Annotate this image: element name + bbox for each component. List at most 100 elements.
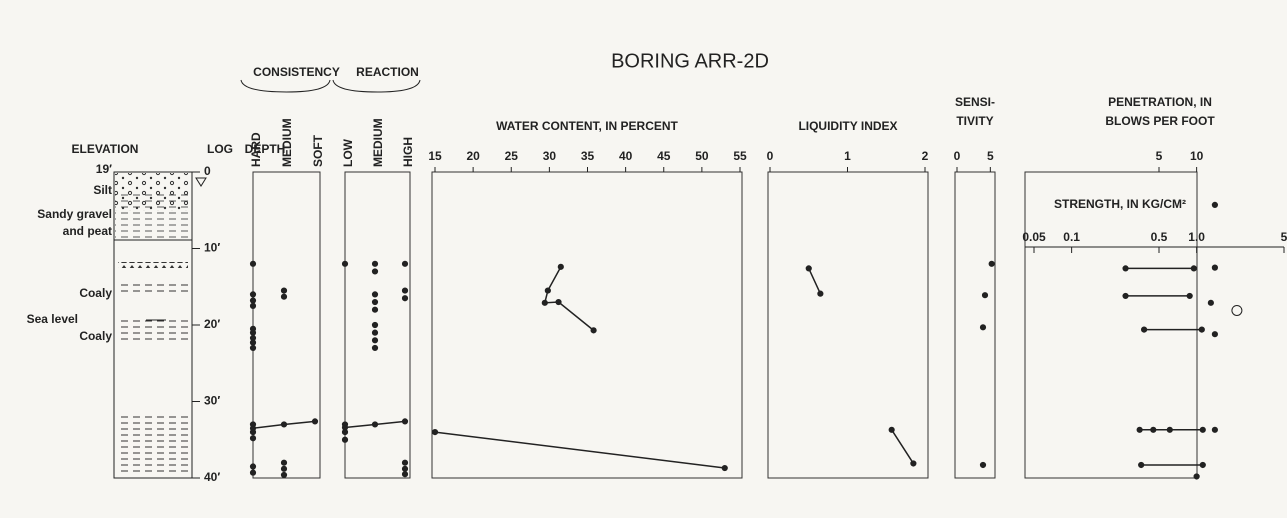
- panel-title: SENSI-: [955, 95, 995, 109]
- x-tick-label: 1: [844, 149, 851, 163]
- category-label: HIGH: [401, 137, 415, 167]
- data-point: [250, 298, 255, 303]
- elevation-label: Coaly: [79, 286, 112, 300]
- elevation-label: Silt: [93, 183, 112, 197]
- x-tick-label: 20: [466, 149, 480, 163]
- data-point: [372, 338, 377, 343]
- data-point: [1123, 293, 1128, 298]
- coaly-layer: [118, 282, 188, 296]
- data-point: [402, 472, 407, 477]
- data-point: [1212, 427, 1217, 432]
- x-tick-label: 5: [1156, 149, 1163, 163]
- elevation-label: 19′: [96, 162, 112, 176]
- data-point: [372, 422, 377, 427]
- x-tick-label: 50: [695, 149, 709, 163]
- data-point: [545, 288, 550, 293]
- data-point: [1191, 266, 1196, 271]
- x2-tick-label: 5: [1281, 230, 1287, 244]
- data-point: [889, 427, 894, 432]
- data-point: [980, 462, 985, 467]
- depth-label: 40′: [204, 470, 220, 484]
- data-point: [402, 261, 407, 266]
- data-point: [402, 460, 407, 465]
- elevation-label: Coaly: [79, 329, 112, 343]
- data-point: [372, 307, 377, 312]
- triangle-layer: [118, 262, 188, 268]
- data-point: [250, 303, 255, 308]
- data-point: [1139, 462, 1144, 467]
- data-point: [281, 422, 286, 427]
- circle-point: [1232, 305, 1242, 315]
- data-point: [1212, 202, 1217, 207]
- x2-tick-label: 0.1: [1063, 230, 1080, 244]
- data-point: [402, 466, 407, 471]
- data-point: [432, 430, 437, 435]
- data-point: [1187, 293, 1192, 298]
- data-point: [1194, 474, 1199, 479]
- water-table: [196, 178, 206, 186]
- data-point: [342, 261, 347, 266]
- data-point: [281, 466, 286, 471]
- category-label: MEDIUM: [280, 118, 294, 167]
- x-tick-label: 30: [543, 149, 557, 163]
- panel-frame: [253, 172, 320, 478]
- silt-layer: [118, 412, 188, 476]
- data-point: [402, 419, 407, 424]
- x2-tick-label: 0.5: [1151, 230, 1168, 244]
- x-tick-label: 2: [922, 149, 929, 163]
- data-point: [1137, 427, 1142, 432]
- coaly-layer: [118, 320, 188, 340]
- x-tick-label: 35: [581, 149, 595, 163]
- data-point: [250, 464, 255, 469]
- depth-label: 20′: [204, 317, 220, 331]
- x-tick-label: 25: [505, 149, 519, 163]
- data-point: [250, 436, 255, 441]
- x-tick-label: 10: [1190, 149, 1204, 163]
- data-point: [250, 261, 255, 266]
- brace: [241, 80, 330, 92]
- depth-label: 0: [204, 164, 211, 178]
- column-header: ELEVATION: [72, 142, 139, 156]
- data-point: [281, 460, 286, 465]
- page: {"title": "BORING ARR-2D", "log": {"head…: [0, 0, 1287, 518]
- data-point: [250, 470, 255, 475]
- main-title: BORING ARR-2D: [611, 50, 769, 72]
- data-point: [1212, 265, 1217, 270]
- data-point: [818, 291, 823, 296]
- data-point: [556, 299, 561, 304]
- data-point: [372, 345, 377, 350]
- data-point: [591, 328, 596, 333]
- data-point: [250, 426, 255, 431]
- data-point: [250, 345, 255, 350]
- data-point: [1199, 327, 1204, 332]
- data-point: [372, 330, 377, 335]
- data-point: [342, 425, 347, 430]
- category-label: HARD: [249, 132, 263, 167]
- brace: [333, 80, 420, 92]
- data-point: [1142, 327, 1147, 332]
- data-point: [806, 266, 811, 271]
- data-point: [558, 264, 563, 269]
- panel-frame: [955, 172, 995, 478]
- elevation-label: Sandy gravel: [37, 207, 112, 221]
- panel-title: LIQUIDITY INDEX: [798, 119, 897, 133]
- data-point: [281, 294, 286, 299]
- x-tick-label: 0: [954, 149, 961, 163]
- data-point: [542, 300, 547, 305]
- column-header: LOG: [207, 142, 233, 156]
- panel-title: REACTION: [356, 65, 419, 79]
- data-point: [312, 419, 317, 424]
- panel-title: TIVITY: [956, 114, 993, 128]
- data-point: [250, 292, 255, 297]
- x-tick-label: 45: [657, 149, 671, 163]
- data-point: [372, 299, 377, 304]
- chart: BORING ARR-2D ELEVATIONLOGDEPTH19′SiltSa…: [0, 0, 1287, 518]
- data-point: [1212, 332, 1217, 337]
- data-point: [1123, 266, 1128, 271]
- data-point: [1151, 427, 1156, 432]
- category-label: SOFT: [311, 134, 325, 167]
- x2-tick-label: 1.0: [1188, 230, 1205, 244]
- data-point: [372, 261, 377, 266]
- elevation-label: and peat: [63, 224, 112, 238]
- data-point: [372, 322, 377, 327]
